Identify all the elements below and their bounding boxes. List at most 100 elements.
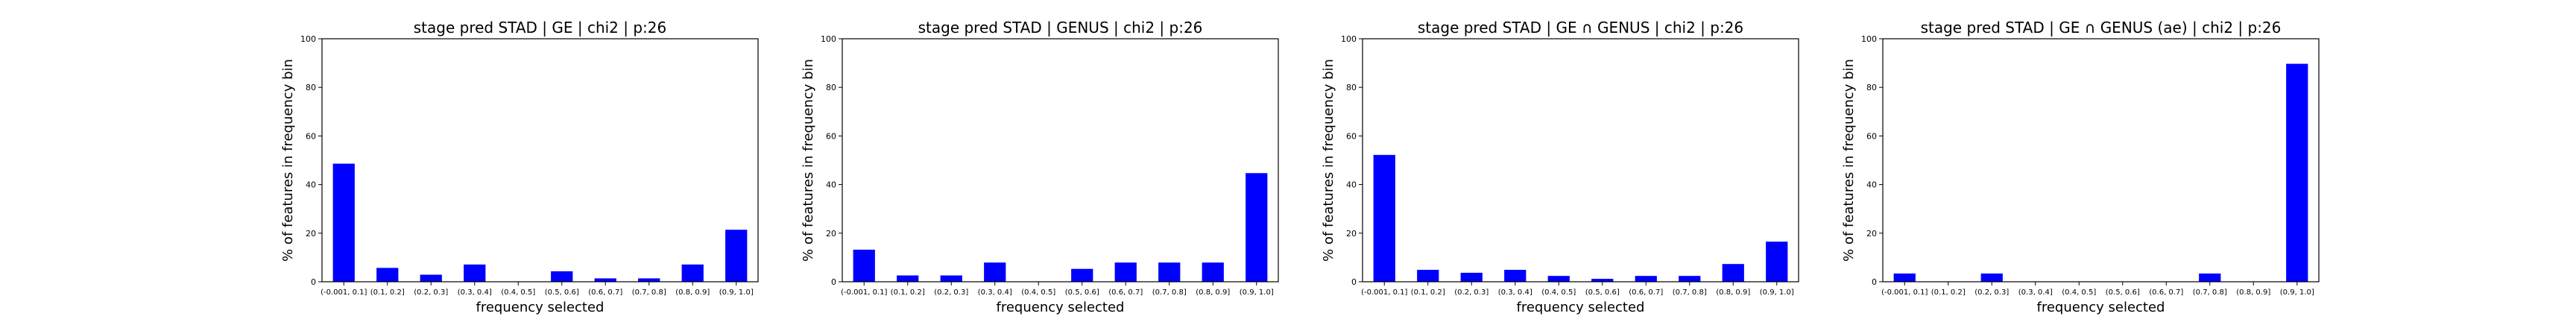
y-tick-label: 80 <box>1346 83 1357 92</box>
chart-panel-1: stage pred STAD | GE | chi2 | p:26 0 20 40 6… <box>280 19 759 315</box>
x-tick-label: (0.8, 0.9] <box>2236 288 2270 297</box>
y-axis-label: % of features in frequency bin <box>1841 59 1857 262</box>
x-tick-label: (0.4, 0.5] <box>501 288 535 297</box>
x-tick-label: (0.6, 0.7] <box>1629 288 1663 297</box>
x-tick-label: (0.6, 0.7] <box>588 288 622 297</box>
x-tick-label: (0.5, 0.6] <box>1065 288 1099 297</box>
bar-6 <box>551 271 573 282</box>
y-tick-label: 0 <box>831 277 836 287</box>
y-tick-label: 40 <box>306 180 316 190</box>
x-tick-label: (0.2, 0.3] <box>934 288 968 297</box>
y-axis-label: % of features in frequency bin <box>1321 59 1336 262</box>
y-tick-label: 40 <box>1346 180 1357 190</box>
bar-8 <box>638 278 660 282</box>
plot-frame <box>321 38 759 282</box>
y-tick-label: 100 <box>821 34 836 44</box>
y-tick-label: 100 <box>300 34 316 44</box>
x-tick-label: (0.7, 0.8] <box>632 288 666 297</box>
plot-frame <box>1362 38 1799 282</box>
x-tick-label: (0.1, 0.2] <box>891 288 925 297</box>
y-tick-label: 20 <box>1346 229 1357 239</box>
bar-10 <box>1766 242 1788 282</box>
bar-9 <box>1722 264 1744 282</box>
x-tick-label: (-0.001, 0.1] <box>321 288 367 297</box>
bar-4 <box>1504 270 1527 282</box>
y-tick-label: 100 <box>1341 34 1357 44</box>
y-tick-label: 60 <box>826 131 836 141</box>
x-axis-label: frequency selected <box>1517 300 1645 315</box>
x-tick-label: (0.1, 0.2] <box>1411 288 1445 297</box>
y-tick-label: 60 <box>306 131 316 141</box>
y-tick-label: 80 <box>826 83 836 92</box>
y-tick-label: 40 <box>826 180 836 190</box>
x-tick-label: (0.5, 0.6] <box>2106 288 2140 297</box>
x-tick-label: (0.6, 0.7] <box>1108 288 1143 297</box>
x-tick-label: (0.9, 1.0] <box>2280 288 2314 297</box>
chart-title: stage pred STAD | GE | chi2 | p:26 <box>414 19 666 37</box>
y-tick-label: 20 <box>826 229 836 239</box>
chart-panel-2: stage pred STAD | GENUS | chi2 | p:26 0 20… <box>801 19 1279 315</box>
x-tick-label: (0.3, 0.4] <box>1498 288 1532 297</box>
bar-3 <box>1460 272 1483 282</box>
y-tick-label: 40 <box>1866 180 1877 190</box>
bar-3 <box>940 275 962 282</box>
bar-10 <box>1246 173 1268 282</box>
bar-7 <box>1114 262 1137 282</box>
bar-9 <box>1202 262 1224 282</box>
plot-frame <box>1882 38 2320 282</box>
chart-title: stage pred STAD | GE ∩ GENUS (ae) | chi2… <box>1921 19 2282 37</box>
y-tick-label: 80 <box>1866 83 1877 92</box>
chart-title: stage pred STAD | GE ∩ GENUS | chi2 | p:… <box>1418 19 1743 37</box>
x-tick-label: (0.3, 0.4] <box>978 288 1012 297</box>
bar-5 <box>1547 276 1570 282</box>
y-tick-label: 0 <box>311 277 316 287</box>
y-tick-label: 20 <box>306 229 316 239</box>
bar-6 <box>1071 268 1093 282</box>
chart-panel-4: stage pred STAD | GE ∩ GENUS (ae) | chi2… <box>1841 19 2320 315</box>
x-tick-label: (0.4, 0.5] <box>1021 288 1055 297</box>
bar-6 <box>1591 279 1614 282</box>
x-tick-label: (0.3, 0.4] <box>458 288 492 297</box>
x-tick-label: (0.9, 1.0] <box>1240 288 1274 297</box>
x-tick-label: (0.2, 0.3] <box>414 288 448 297</box>
x-tick-label: (0.8, 0.9] <box>675 288 710 297</box>
x-tick-label: (-0.001, 0.1] <box>1361 288 1407 297</box>
x-tick-label: (0.2, 0.3] <box>1974 288 2009 297</box>
x-axis-label: frequency selected <box>2037 300 2165 315</box>
x-tick-label: (0.6, 0.7] <box>2149 288 2183 297</box>
x-tick-label: (0.4, 0.5] <box>2062 288 2096 297</box>
chart-panel-3: stage pred STAD | GE ∩ GENUS | chi2 | p:… <box>1321 19 1799 315</box>
y-tick-label: 0 <box>1872 277 1877 287</box>
x-tick-label: (0.9, 1.0] <box>719 288 754 297</box>
x-tick-label: (0.2, 0.3] <box>1454 288 1489 297</box>
x-axis-label: frequency selected <box>997 300 1125 315</box>
x-tick-label: (0.8, 0.9] <box>1716 288 1750 297</box>
bar-7 <box>1635 276 1657 282</box>
bar-1 <box>853 249 875 282</box>
x-tick-label: (0.5, 0.6] <box>1585 288 1620 297</box>
x-tick-label: (0.7, 0.8] <box>2193 288 2227 297</box>
y-tick-label: 60 <box>1866 131 1877 141</box>
y-tick-label: 80 <box>306 83 316 92</box>
bar-4 <box>464 264 486 282</box>
bar-1 <box>332 163 355 282</box>
bar-1 <box>1893 273 1916 282</box>
x-tick-label: (0.3, 0.4] <box>2018 288 2053 297</box>
y-tick-label: 0 <box>1351 277 1357 287</box>
x-tick-label: (0.7, 0.8] <box>1152 288 1187 297</box>
bar-2 <box>376 268 399 282</box>
bar-3 <box>1980 273 2003 282</box>
bar-10 <box>2286 63 2308 282</box>
x-tick-label: (0.9, 1.0] <box>1760 288 1794 297</box>
y-axis-label: % of features in frequency bin <box>280 59 296 262</box>
x-tick-label: (0.7, 0.8] <box>1673 288 1707 297</box>
bar-8 <box>1158 262 1181 282</box>
x-tick-label: (0.5, 0.6] <box>545 288 579 297</box>
bar-9 <box>681 264 704 282</box>
bar-1 <box>1373 154 1395 282</box>
y-axis-label: % of features in frequency bin <box>801 59 816 262</box>
bar-4 <box>984 262 1006 282</box>
bar-8 <box>1679 276 1701 282</box>
x-tick-label: (0.1, 0.2] <box>1931 288 1966 297</box>
